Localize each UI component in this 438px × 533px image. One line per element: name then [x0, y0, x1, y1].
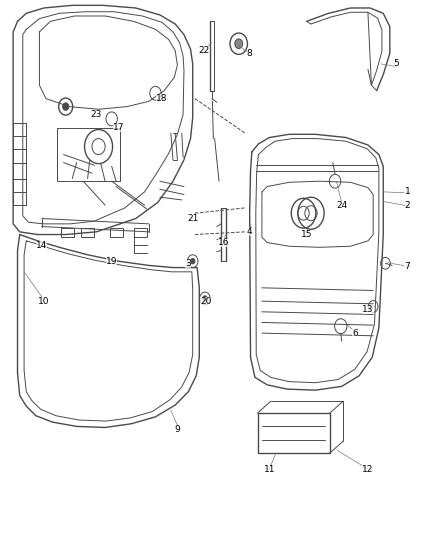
Text: 10: 10	[38, 297, 49, 305]
Text: 19: 19	[106, 257, 117, 265]
Text: 12: 12	[362, 465, 374, 473]
Bar	[81, 228, 94, 237]
Text: 14: 14	[36, 241, 47, 249]
Text: 24: 24	[336, 201, 347, 209]
Text: 21: 21	[187, 214, 198, 223]
Text: 13: 13	[362, 305, 374, 313]
Bar	[61, 228, 74, 237]
Bar	[57, 128, 120, 181]
Text: 23: 23	[91, 110, 102, 119]
Circle shape	[63, 103, 69, 110]
Text: 4: 4	[247, 228, 252, 236]
Text: 20: 20	[200, 297, 212, 305]
Circle shape	[203, 296, 207, 301]
Text: 6: 6	[352, 329, 358, 337]
Text: 7: 7	[404, 262, 410, 271]
Text: 17: 17	[113, 124, 124, 132]
Circle shape	[191, 259, 195, 264]
Text: 8: 8	[247, 49, 253, 58]
Text: 3: 3	[185, 260, 191, 268]
Text: 16: 16	[218, 238, 229, 247]
Bar	[258, 413, 330, 453]
Bar	[110, 228, 123, 237]
Text: 18: 18	[156, 94, 168, 103]
Circle shape	[235, 39, 243, 49]
Text: 11: 11	[264, 465, 275, 473]
Text: 1: 1	[404, 188, 410, 196]
Text: 5: 5	[393, 60, 399, 68]
Text: 22: 22	[198, 46, 209, 55]
Text: 2: 2	[405, 201, 410, 209]
Text: 15: 15	[301, 230, 312, 239]
Bar	[134, 228, 147, 237]
Text: 9: 9	[174, 425, 180, 433]
